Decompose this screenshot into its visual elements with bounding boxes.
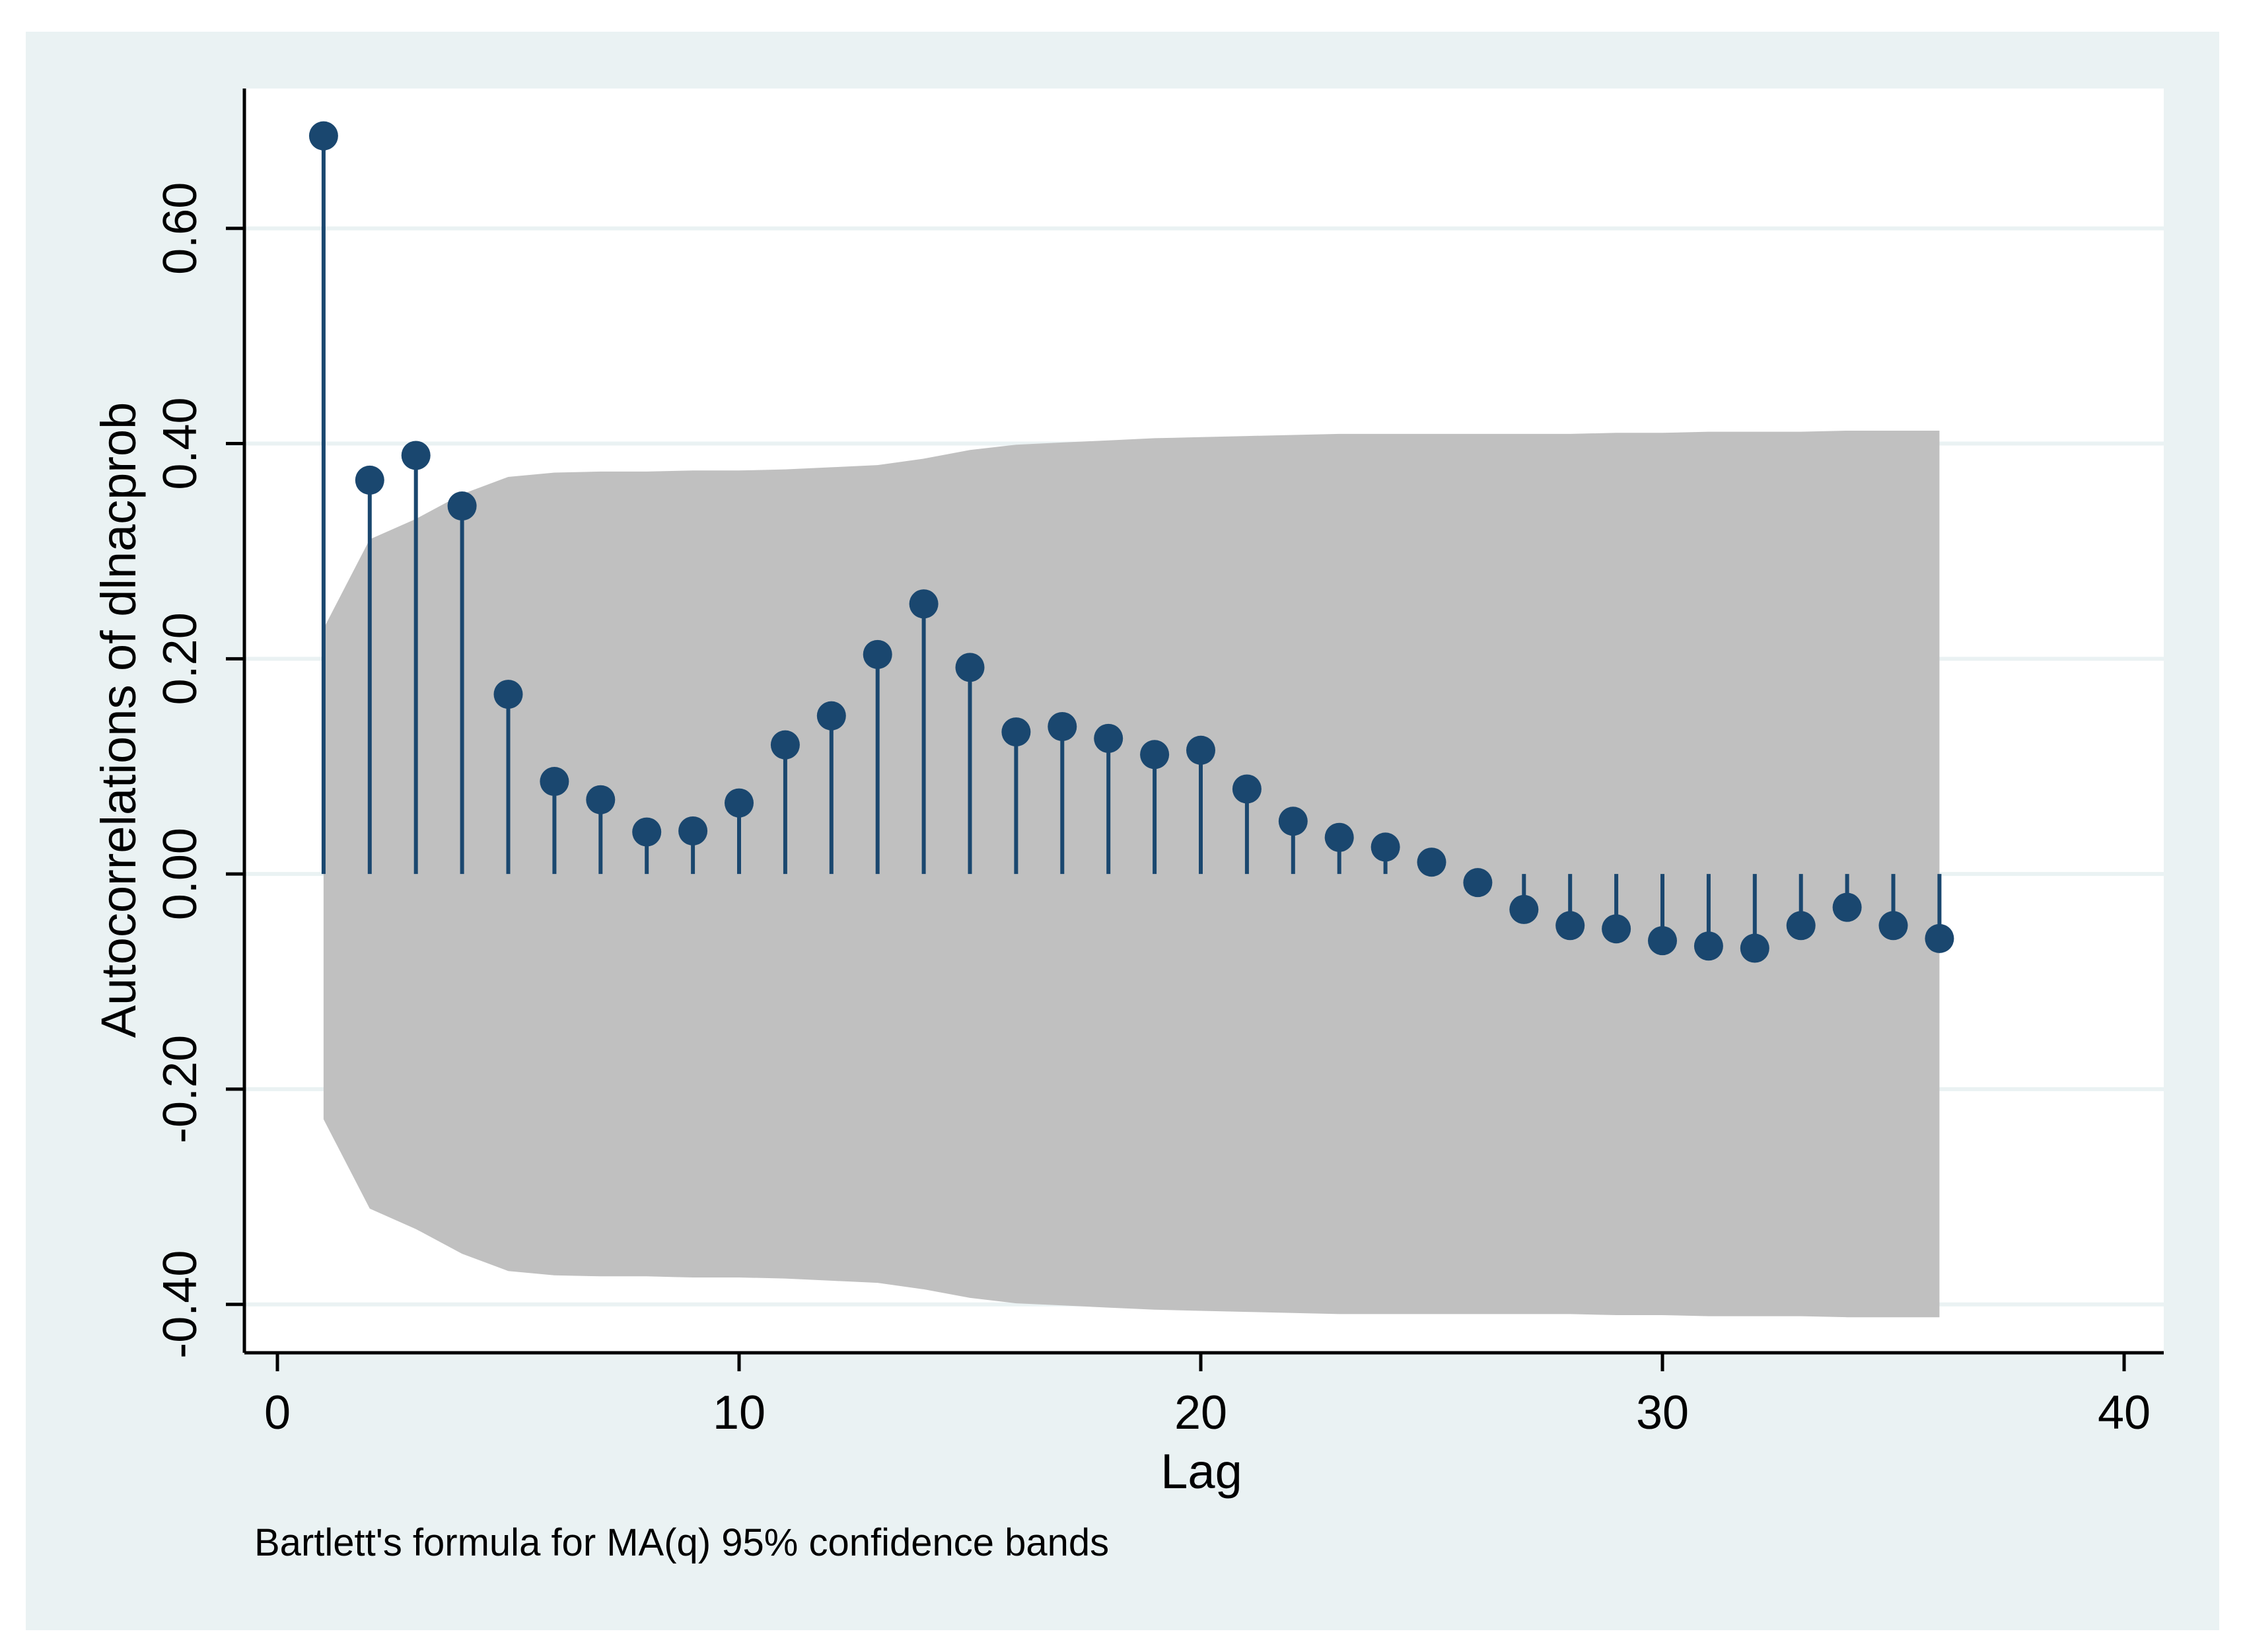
confidence-band-layer — [323, 431, 1940, 1318]
confidence-band — [323, 431, 1940, 1318]
y-axis-label: Autocorrelations of dlnacprob — [91, 402, 146, 1038]
acf-marker — [909, 589, 939, 619]
acf-marker — [1186, 735, 1215, 765]
acf-markers — [308, 121, 1954, 963]
y-tick-label: -0.40 — [154, 1250, 207, 1359]
acf-marker — [355, 465, 384, 495]
acf-marker — [1463, 868, 1493, 898]
acf-marker — [1001, 717, 1031, 747]
acf-marker — [1509, 894, 1539, 924]
x-tick-label: 10 — [713, 1386, 766, 1439]
acf-marker — [1048, 711, 1077, 741]
acf-marker — [1878, 911, 1908, 941]
acf-marker — [1140, 740, 1170, 770]
y-tick-label: 0.40 — [154, 397, 207, 489]
x-tick-label: 0 — [264, 1386, 291, 1439]
acf-marker — [1740, 933, 1769, 963]
acf-marker — [863, 639, 892, 669]
acf-marker — [1324, 822, 1354, 852]
acf-marker — [816, 701, 846, 731]
x-tick-label: 20 — [1174, 1386, 1227, 1439]
axes — [226, 89, 2164, 1371]
y-tick-label: 0.20 — [154, 612, 207, 705]
acf-marker — [770, 730, 800, 760]
y-tick-label: 0.00 — [154, 828, 207, 920]
acf-marker — [1232, 774, 1262, 804]
x-axis-label: Lag — [1160, 1444, 1242, 1499]
acf-marker — [1371, 832, 1400, 862]
acf-marker — [1693, 931, 1723, 961]
acf-marker — [1925, 923, 1954, 953]
acf-marker — [401, 441, 431, 470]
acf-marker — [1602, 914, 1631, 944]
acf-marker — [1278, 807, 1308, 836]
acf-marker — [632, 817, 662, 847]
acf-marker — [678, 816, 708, 845]
note-text: Bartlett's formula for MA(q) 95% confide… — [254, 1521, 1109, 1564]
acf-marker — [1417, 847, 1446, 877]
acf-marker — [447, 491, 477, 521]
acf-marker — [540, 767, 569, 797]
y-tick-label: 0.60 — [154, 182, 207, 275]
acf-marker — [308, 121, 338, 151]
acf-marker — [1786, 911, 1816, 941]
acf-marker — [493, 680, 523, 709]
acf-marker — [955, 653, 985, 682]
y-tick-label: -0.20 — [154, 1035, 207, 1143]
x-tick-label: 30 — [1636, 1386, 1689, 1439]
acf-marker — [1555, 911, 1585, 941]
acf-marker — [725, 788, 754, 818]
x-tick-label: 40 — [2098, 1386, 2151, 1439]
tick-labels: 0 10 20 30 40 -0.40 -0.20 0.00 0.20 0.40 0.60 — [154, 182, 2151, 1439]
acf-marker — [586, 785, 616, 814]
acf-marker — [1648, 926, 1677, 956]
acf-marker — [1094, 723, 1123, 753]
acf-marker — [1832, 892, 1862, 922]
